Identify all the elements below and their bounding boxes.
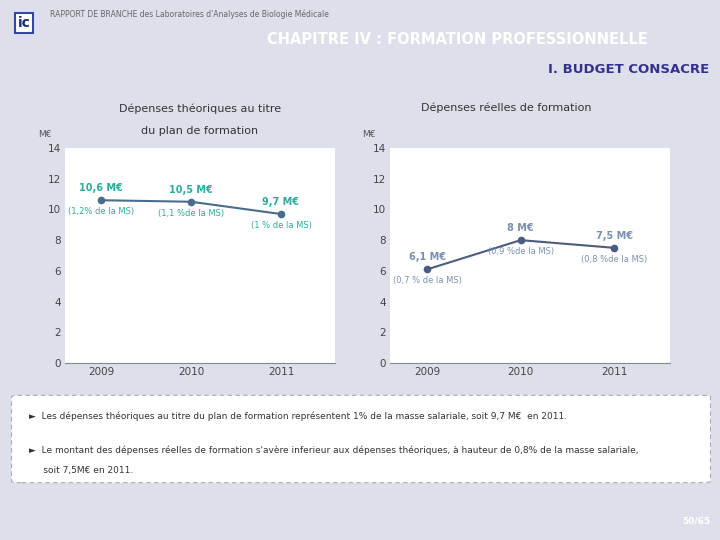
- Text: Dépenses théoriques au titre: Dépenses théoriques au titre: [119, 104, 281, 114]
- Text: 9,7 M€: 9,7 M€: [263, 197, 300, 207]
- Text: I. BUDGET CONSACRE: I. BUDGET CONSACRE: [548, 63, 709, 76]
- Text: 7,5 M€: 7,5 M€: [595, 231, 632, 241]
- FancyBboxPatch shape: [12, 395, 711, 483]
- Text: ic: ic: [17, 16, 30, 30]
- Text: M€: M€: [38, 130, 52, 139]
- Text: 8 M€: 8 M€: [508, 223, 534, 233]
- Text: (1,1 %de la MS): (1,1 %de la MS): [158, 208, 224, 218]
- Text: 6,1 M€: 6,1 M€: [409, 252, 446, 262]
- Text: 10,5 M€: 10,5 M€: [169, 185, 213, 195]
- Text: soit 7,5M€ en 2011.: soit 7,5M€ en 2011.: [29, 466, 133, 475]
- Text: 10,6 M€: 10,6 M€: [79, 183, 123, 193]
- Text: M€: M€: [362, 130, 376, 139]
- Text: (0,9 %de la MS): (0,9 %de la MS): [487, 247, 554, 256]
- Text: ►  Le montant des dépenses réelles de formation s'avère inferieur aux dépenses t: ► Le montant des dépenses réelles de for…: [29, 446, 639, 455]
- Text: Dépenses réelles de formation: Dépenses réelles de formation: [421, 103, 592, 113]
- Text: du plan de formation: du plan de formation: [141, 126, 258, 136]
- Text: ►  Les dépenses théoriques au titre du plan de formation représentent 1% de la m: ► Les dépenses théoriques au titre du pl…: [29, 411, 567, 421]
- Text: (1 % de la MS): (1 % de la MS): [251, 221, 312, 230]
- Text: (1,2% de la MS): (1,2% de la MS): [68, 207, 134, 216]
- Text: (0,8 %de la MS): (0,8 %de la MS): [581, 255, 647, 264]
- Text: RAPPORT DE BRANCHE des Laboratoires d'Analyses de Biologie Médicale: RAPPORT DE BRANCHE des Laboratoires d'An…: [50, 9, 329, 19]
- Text: 50/65: 50/65: [682, 516, 710, 525]
- Text: CHAPITRE IV : FORMATION PROFESSIONNELLE: CHAPITRE IV : FORMATION PROFESSIONNELLE: [267, 32, 648, 48]
- Text: (0,7 % de la MS): (0,7 % de la MS): [393, 276, 462, 285]
